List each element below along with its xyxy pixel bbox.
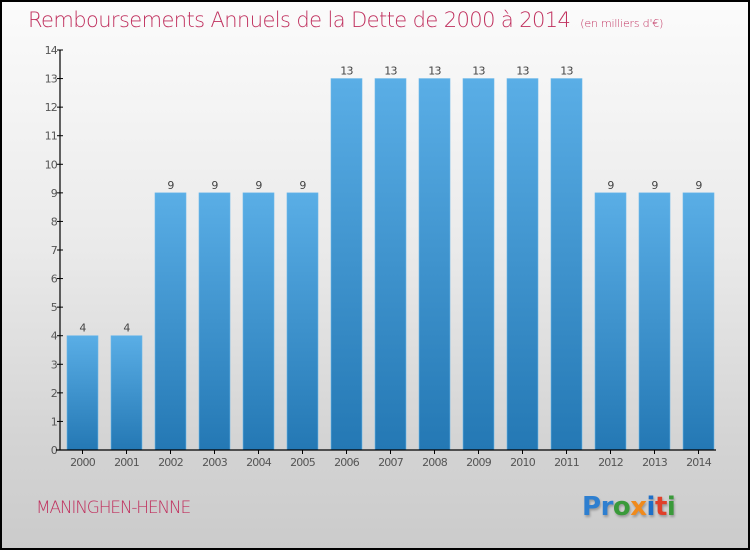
x-tick-label-2012: 2012 <box>598 456 623 469</box>
logo-letter: r <box>600 492 614 522</box>
logo-letter: t <box>654 492 667 522</box>
x-tick-label-2014: 2014 <box>686 456 712 469</box>
x-tick-label-2001: 2001 <box>114 456 139 469</box>
y-tick-label-0: 0 <box>51 444 58 457</box>
bar-2012 <box>594 192 627 451</box>
value-label-2001: 4 <box>123 322 130 335</box>
logo-letter: i <box>666 492 676 522</box>
y-tick-label-1: 1 <box>51 415 57 428</box>
value-label-2009: 13 <box>472 65 485 78</box>
x-tick-label-2004: 2004 <box>246 456 272 469</box>
x-tick-label-2006: 2006 <box>334 456 360 469</box>
value-label-2007: 13 <box>384 65 397 78</box>
bar-2011 <box>550 78 583 451</box>
bar-2007 <box>374 78 407 451</box>
value-label-2014: 9 <box>695 179 702 192</box>
x-axis: 2000 2001 2002 2003 2004 2005 2006 2007 2008 2009… <box>56 449 716 469</box>
logo-letter: o <box>612 492 631 522</box>
value-labels-group: 4 4 9 9 9 9 13 13 13 13 13 13 9 9 9 <box>79 65 703 335</box>
bar-2013 <box>638 192 671 451</box>
x-tick-label-2005: 2005 <box>290 456 316 469</box>
y-tick-label-12: 12 <box>45 101 57 114</box>
x-tick-label-2011: 2011 <box>554 456 579 469</box>
value-label-2010: 13 <box>516 65 529 78</box>
bar-2010 <box>506 78 539 451</box>
value-label-2013: 9 <box>651 179 658 192</box>
bar-2009 <box>462 78 495 451</box>
x-tick-label-2013: 2013 <box>642 456 668 469</box>
bar-2001 <box>110 335 143 451</box>
bar-2006 <box>330 78 363 451</box>
y-tick-label-7: 7 <box>51 244 58 257</box>
value-label-2012: 9 <box>607 179 614 192</box>
value-label-2008: 13 <box>428 65 441 78</box>
y-tick-label-13: 13 <box>45 73 58 86</box>
chart-subtitle: (en milliers d'€) <box>580 17 664 30</box>
x-tick-label-2009: 2009 <box>466 456 492 469</box>
bar-2004 <box>242 192 275 451</box>
logo-letter: x <box>630 492 647 522</box>
commune-name: MANINGHEN-HENNE <box>36 498 191 518</box>
bar-2000 <box>66 335 99 451</box>
bar-2014 <box>682 192 715 451</box>
value-label-2011: 13 <box>560 65 573 78</box>
value-label-2003: 9 <box>211 179 218 192</box>
y-tick-label-10: 10 <box>45 158 58 171</box>
y-tick-label-2: 2 <box>51 387 57 400</box>
y-tick-label-9: 9 <box>51 187 58 200</box>
value-label-2004: 9 <box>255 179 262 192</box>
chart-title: Remboursements Annuels de la Dette de 20… <box>28 8 663 32</box>
bar-2003 <box>198 192 231 451</box>
x-tick-label-2002: 2002 <box>158 456 183 469</box>
y-tick-label-6: 6 <box>51 273 58 286</box>
y-tick-label-8: 8 <box>51 215 58 228</box>
x-tick-label-2003: 2003 <box>202 456 228 469</box>
bar-2005 <box>286 192 319 451</box>
y-tick-label-4: 4 <box>51 330 58 343</box>
x-tick-label-2007: 2007 <box>378 456 404 469</box>
y-tick-label-14: 14 <box>45 44 58 57</box>
y-tick-label-3: 3 <box>51 358 58 371</box>
y-tick-label-5: 5 <box>51 301 58 314</box>
proxiti-logo: Proxiti <box>582 492 676 522</box>
value-label-2005: 9 <box>299 179 306 192</box>
y-tick-label-11: 11 <box>45 130 57 143</box>
chart-title-text: Remboursements Annuels de la Dette de 20… <box>28 8 571 32</box>
value-label-2006: 13 <box>340 65 353 78</box>
x-tick-label-2000: 2000 <box>70 456 96 469</box>
x-tick-label-2008: 2008 <box>422 456 448 469</box>
bar-2002 <box>154 192 187 451</box>
bars-group <box>66 78 715 451</box>
value-label-2002: 9 <box>167 179 174 192</box>
logo-letter: P <box>582 492 601 522</box>
logo-letter: i <box>646 492 656 522</box>
bar-2008 <box>418 78 451 451</box>
value-label-2000: 4 <box>79 322 86 335</box>
x-tick-label-2010: 2010 <box>510 456 536 469</box>
